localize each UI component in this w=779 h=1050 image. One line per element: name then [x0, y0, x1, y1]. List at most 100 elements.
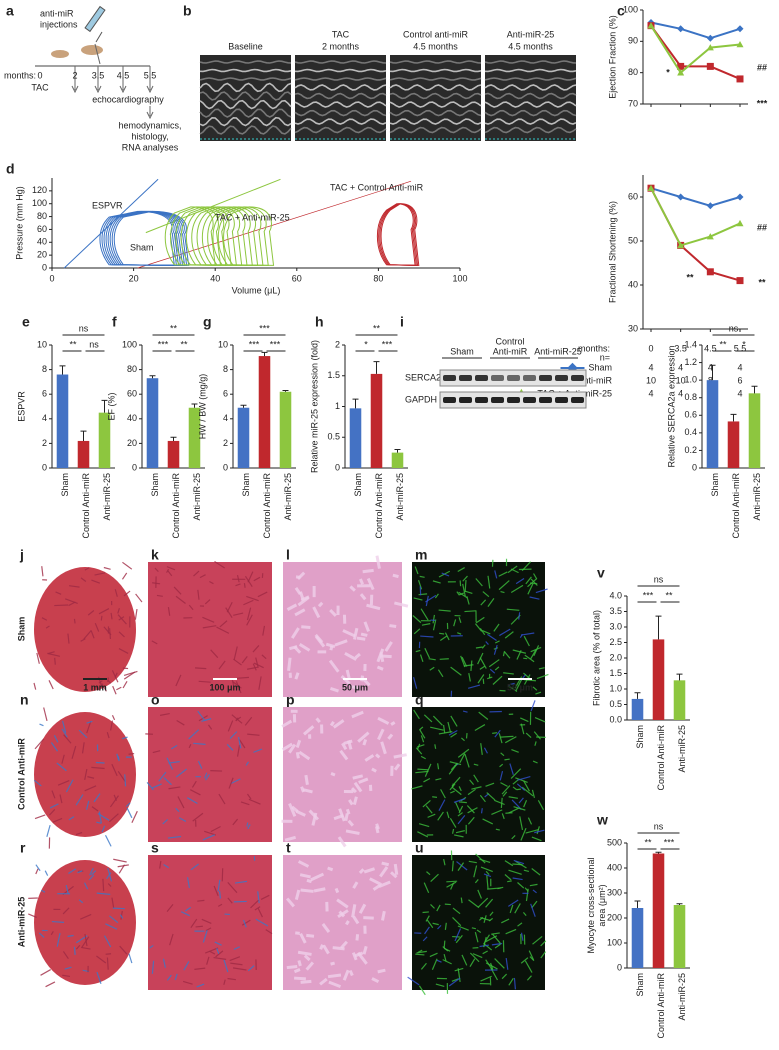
tissue-stroke	[351, 904, 357, 918]
tissue-stroke	[295, 809, 306, 817]
tissue-stroke	[523, 780, 530, 792]
tissue-stroke	[117, 864, 129, 868]
tissue-stroke	[532, 760, 538, 764]
tissue-stroke	[297, 960, 302, 967]
tissue-stroke	[418, 593, 428, 596]
significance-label: ns	[79, 323, 89, 333]
tissue-stroke	[121, 572, 128, 580]
tissue-stroke	[473, 763, 479, 766]
tissue-stroke	[476, 929, 482, 934]
tissue-stroke	[109, 795, 119, 808]
tissue-stroke	[247, 824, 251, 830]
tissue-stroke	[243, 599, 254, 606]
heart-section	[34, 860, 136, 985]
tissue-stroke	[100, 615, 103, 621]
tissue-stroke	[527, 583, 534, 595]
tissue-stroke	[33, 779, 42, 787]
echo-trace	[199, 116, 292, 127]
tissue-stroke	[40, 889, 46, 893]
significance-label: ns	[654, 821, 664, 831]
tissue-stroke	[520, 932, 524, 941]
blot-group: Control	[495, 336, 524, 346]
tissue-stroke	[475, 578, 483, 587]
tissue-stroke	[358, 903, 367, 914]
tissue-stroke	[515, 577, 525, 585]
tissue-stroke	[418, 823, 430, 828]
tissue-stroke	[495, 828, 500, 831]
significance-label: **	[758, 277, 766, 287]
tissue-stroke	[425, 594, 437, 603]
x-tick-label: Anti-miR-25	[677, 973, 687, 1021]
tissue-stroke	[213, 956, 227, 960]
tissue-stroke	[499, 771, 504, 781]
histology-image	[283, 707, 402, 842]
panel-label: b	[183, 3, 192, 19]
error-bar	[170, 436, 177, 441]
tissue-stroke	[187, 797, 198, 805]
tissue-stroke	[111, 670, 119, 683]
tissue-stroke	[244, 716, 253, 726]
tissue-stroke	[238, 739, 246, 749]
tissue-stroke	[337, 836, 347, 848]
tissue-stroke	[444, 922, 447, 930]
tissue-stroke	[457, 925, 469, 931]
tissue-stroke	[199, 574, 206, 579]
tissue-stroke	[446, 881, 457, 888]
tissue-stroke	[531, 789, 536, 799]
echo-caption: 4.5 months	[413, 41, 458, 51]
tissue-stroke	[508, 869, 522, 875]
tissue-stroke	[291, 805, 299, 813]
tissue-stroke	[348, 799, 354, 806]
tissue-stroke	[230, 962, 243, 966]
tissue-stroke	[417, 949, 423, 953]
tissue-stroke	[317, 601, 324, 608]
tissue-stroke	[533, 573, 538, 580]
tissue-stroke	[442, 959, 452, 965]
tissue-stroke	[158, 771, 167, 782]
tissue-stroke	[51, 790, 56, 799]
tissue-stroke	[111, 763, 118, 777]
tissue-stroke	[303, 954, 311, 962]
tissue-stroke	[236, 744, 241, 757]
tissue-stroke	[48, 651, 55, 655]
tissue-stroke	[93, 793, 101, 803]
tissue-stroke	[184, 906, 192, 912]
tissue-stroke	[480, 599, 487, 606]
bar	[631, 908, 644, 968]
tissue-stroke	[334, 887, 340, 894]
panel-label: c	[617, 3, 625, 19]
tissue-stroke	[109, 915, 119, 924]
tissue-stroke	[209, 950, 216, 955]
tissue-stroke	[247, 965, 255, 972]
tissue-stroke	[345, 808, 351, 815]
tissue-stroke	[128, 953, 133, 964]
blot-band	[443, 397, 456, 403]
tissue-stroke	[501, 918, 510, 924]
tissue-stroke	[246, 666, 259, 670]
tissue-stroke	[51, 920, 65, 923]
tissue-stroke	[298, 643, 311, 652]
tissue-stroke	[87, 776, 95, 779]
significance-label: ***	[643, 590, 654, 600]
tissue-stroke	[502, 651, 505, 657]
tissue-stroke	[252, 645, 260, 653]
y-tick-label: 80	[628, 67, 638, 77]
y-tick-label: 2.0	[609, 652, 622, 662]
tissue-stroke	[509, 763, 514, 776]
tissue-stroke	[227, 977, 237, 981]
tissue-stroke	[119, 945, 128, 955]
tissue-stroke	[498, 733, 503, 744]
tissue-stroke	[246, 595, 259, 602]
tissue-stroke	[246, 614, 253, 626]
tissue-stroke	[475, 646, 483, 649]
tissue-stroke	[475, 616, 485, 624]
pv-loop	[113, 210, 190, 266]
tissue-stroke	[232, 680, 242, 689]
blot-band	[459, 375, 472, 381]
tissue-stroke	[302, 788, 313, 794]
tissue-stroke	[68, 601, 76, 607]
tissue-stroke	[98, 608, 110, 615]
tissue-stroke	[459, 592, 465, 596]
tissue-stroke	[286, 964, 298, 970]
tissue-stroke	[485, 870, 490, 876]
